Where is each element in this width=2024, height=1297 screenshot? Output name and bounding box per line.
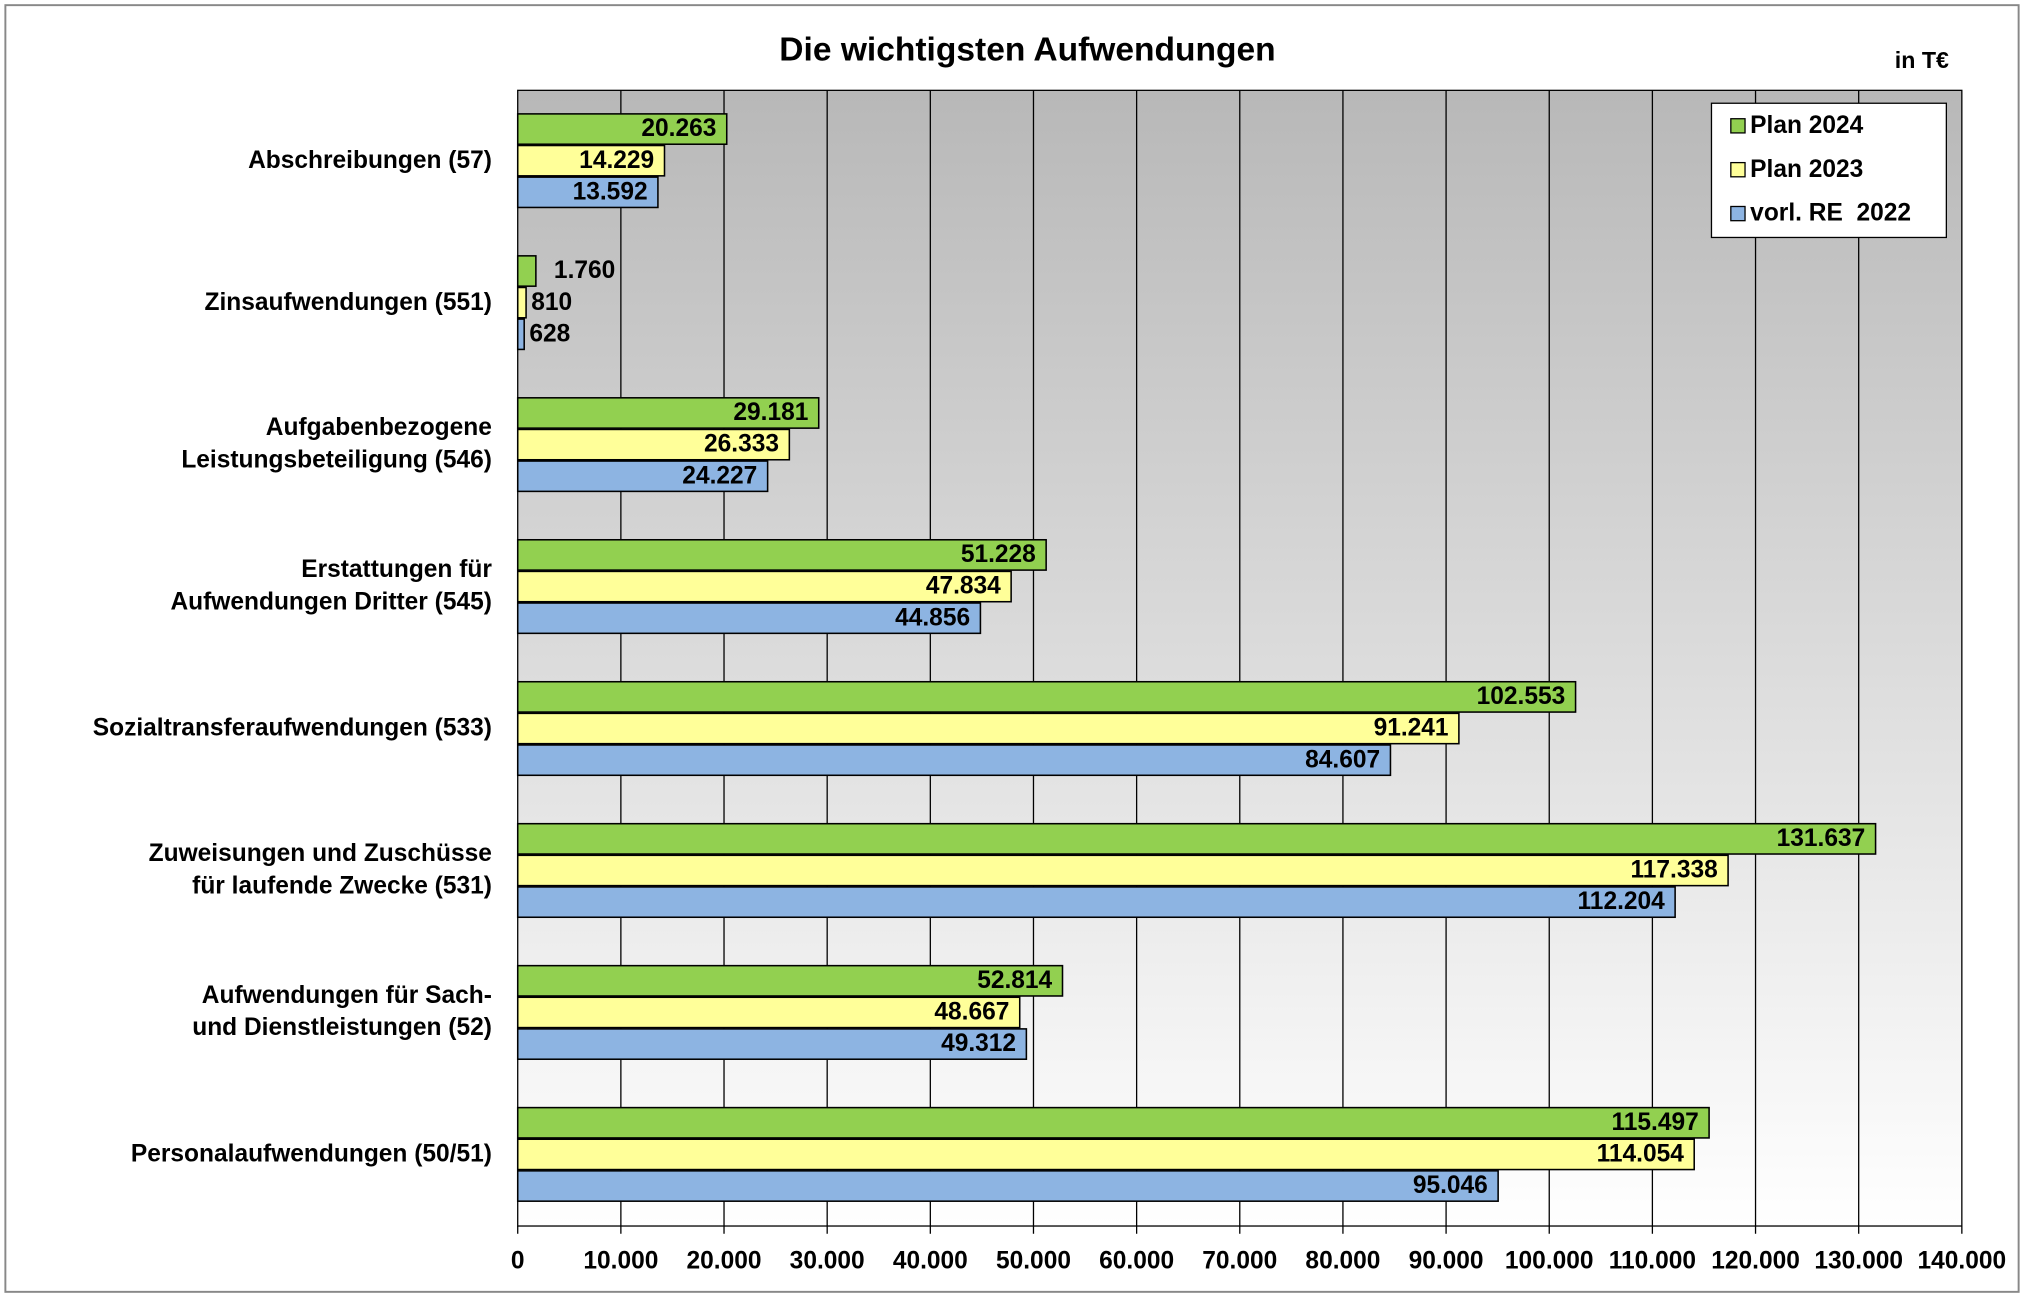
x-tick-label: 80.000: [1305, 1248, 1380, 1275]
data-label: 112.204: [1578, 888, 1666, 915]
x-tick-label: 140.000: [1918, 1248, 2007, 1275]
bar: [516, 886, 1676, 919]
bar: [516, 1170, 1499, 1202]
bar: [516, 1138, 1695, 1171]
data-label: 14.229: [579, 147, 654, 174]
bar: [516, 1028, 1028, 1060]
x-tick-label: 60.000: [1099, 1248, 1174, 1275]
x-tick-label: 50.000: [996, 1248, 1071, 1275]
legend-swatch: [1730, 118, 1746, 134]
bar: [516, 854, 1729, 887]
x-tick-label: 70.000: [1202, 1248, 1277, 1275]
bar: [516, 176, 659, 209]
legend-label: vorl. RE 2022: [1750, 200, 1911, 227]
bar: [516, 996, 1021, 1029]
bar: [516, 538, 1047, 571]
bar: [516, 318, 525, 351]
y-tick-label: Zinsaufwendungen (551): [205, 289, 492, 316]
data-label: 95.046: [1413, 1172, 1488, 1199]
legend-label: Plan 2023: [1750, 156, 1863, 183]
bar: [516, 255, 537, 287]
data-label: 810: [531, 289, 572, 316]
data-label: 49.312: [941, 1030, 1016, 1057]
x-tick-label: 0: [511, 1248, 525, 1275]
data-label: 20.263: [641, 115, 716, 142]
chart-title: Die wichtigsten Aufwendungen: [779, 31, 1275, 68]
bar: [516, 744, 1392, 777]
bar: [516, 1106, 1710, 1139]
x-tick-label: 30.000: [790, 1248, 865, 1275]
y-tick-label: Aufwendungen für Sach-und Dienstleistung…: [192, 982, 492, 1041]
x-tick-label: 100.000: [1505, 1248, 1594, 1275]
data-label: 117.338: [1630, 857, 1717, 884]
x-tick-label: 110.000: [1609, 1248, 1696, 1275]
bar: [516, 144, 666, 177]
data-label: 29.181: [733, 399, 808, 426]
x-tick-label: 120.000: [1711, 1248, 1800, 1275]
y-tick-label: Sozialtransferaufwendungen (533): [93, 715, 492, 742]
data-label: 47.834: [926, 573, 1001, 600]
data-label: 26.333: [704, 431, 779, 458]
bar: [516, 397, 820, 429]
data-label: 628: [529, 320, 570, 347]
y-tick-label: Abschreibungen (57): [248, 147, 492, 174]
x-tick-label: 90.000: [1409, 1248, 1484, 1275]
data-label: 91.241: [1374, 715, 1449, 742]
bar: [516, 428, 791, 461]
legend-label: Plan 2024: [1750, 112, 1863, 139]
bar: [516, 712, 1460, 745]
bar: [516, 286, 527, 319]
data-label: 114.054: [1597, 1141, 1685, 1168]
bar: [516, 602, 982, 635]
data-label: 44.856: [895, 604, 970, 631]
data-label: 24.227: [682, 462, 757, 489]
data-label: 131.637: [1777, 825, 1866, 852]
data-label: 52.814: [977, 967, 1052, 994]
unit-label: in T€: [1895, 47, 1949, 73]
data-label: 51.228: [961, 541, 1036, 568]
bar: [516, 680, 1577, 713]
bar: [516, 570, 1012, 603]
data-label: 48.667: [934, 999, 1009, 1026]
data-label: 1.760: [554, 257, 615, 284]
y-tick-label: Aufgabenbezogene Leistungsbeteiligung (54…: [181, 415, 492, 474]
x-tick-label: 130.000: [1814, 1248, 1903, 1275]
legend-box: [1710, 102, 1948, 239]
data-label: 115.497: [1612, 1109, 1699, 1136]
data-label: 102.553: [1477, 683, 1566, 710]
bar: [516, 822, 1877, 855]
y-tick-label: Personalaufwendungen (50/51): [131, 1141, 492, 1168]
legend-swatch: [1730, 161, 1746, 178]
data-label: 13.592: [573, 178, 648, 205]
x-tick-label: 10.000: [583, 1248, 658, 1275]
bar: [516, 964, 1064, 997]
x-tick-label: 40.000: [893, 1248, 968, 1275]
x-tick-label: 20.000: [687, 1248, 762, 1275]
bar: [516, 460, 769, 493]
legend-swatch: [1730, 205, 1746, 222]
bar: [516, 113, 728, 145]
y-tick-label: Zuweisungen und Zuschüsse für laufende Zw…: [149, 840, 492, 899]
data-label: 84.607: [1305, 746, 1380, 773]
y-tick-label: Erstattungen für Aufwendungen Dritter (54…: [170, 557, 492, 616]
